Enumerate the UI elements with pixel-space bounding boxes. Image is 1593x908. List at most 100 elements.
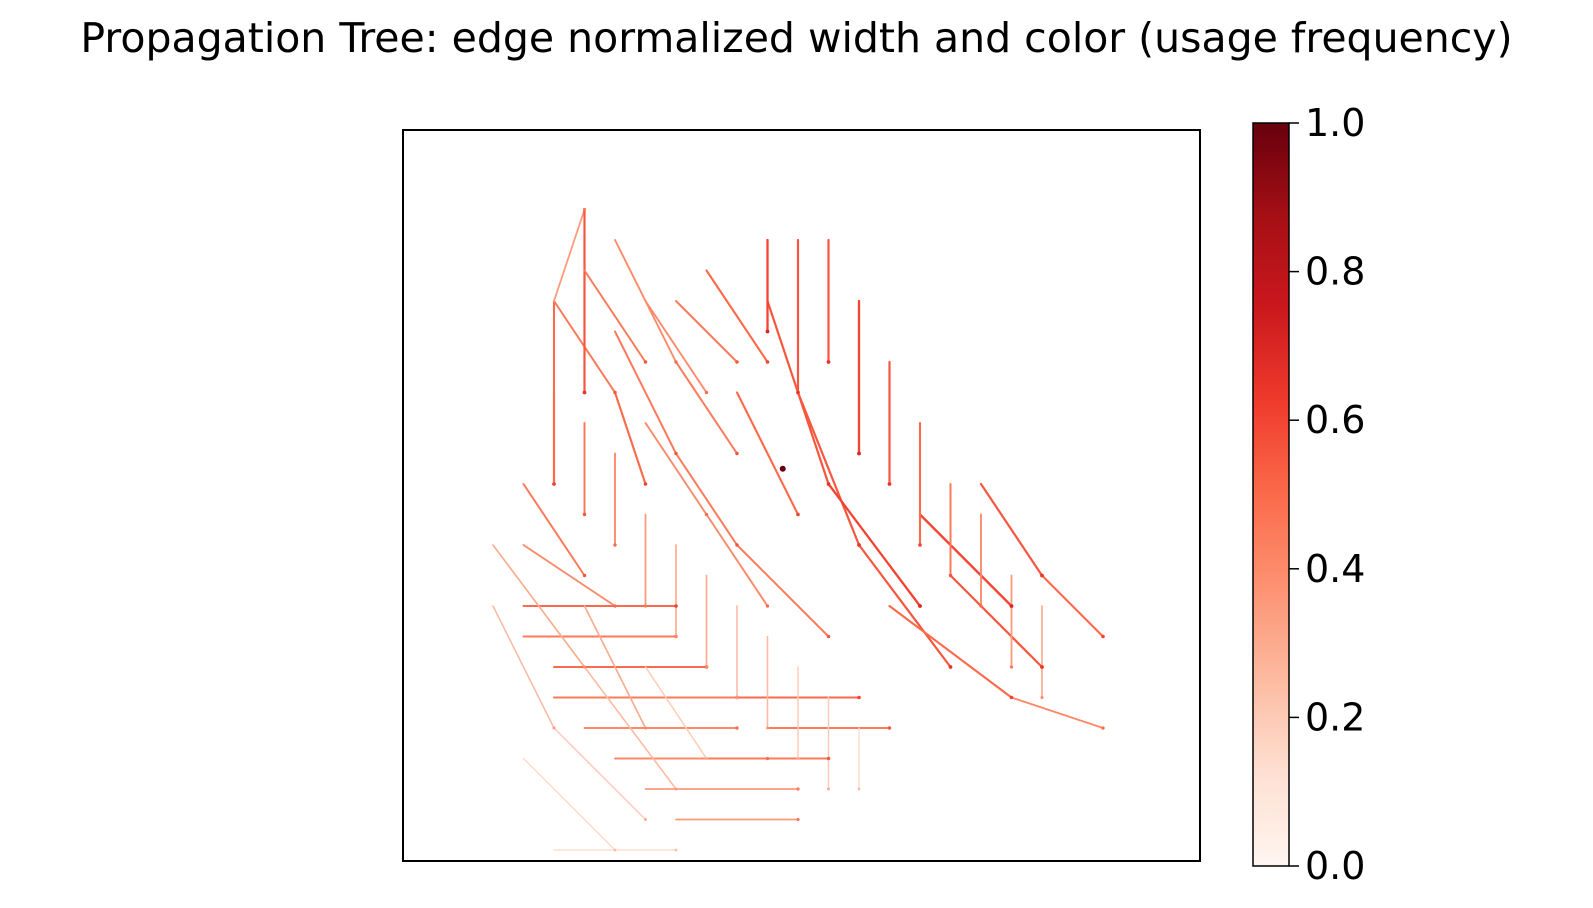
edge-node-23 xyxy=(1101,726,1105,730)
edge-46 xyxy=(644,300,708,394)
edge-node-11 xyxy=(765,604,770,608)
edge-node-7 xyxy=(643,482,648,486)
edge-44 xyxy=(705,269,769,364)
edge-node-38 xyxy=(552,726,556,730)
edge-16 xyxy=(827,482,922,608)
edge-37 xyxy=(492,544,586,668)
edge-node-40 xyxy=(674,787,678,791)
edge-node-1 xyxy=(613,390,617,395)
edge-node-35 xyxy=(613,604,617,608)
edge-node-67 xyxy=(613,848,617,852)
edge-node-34 xyxy=(796,817,800,822)
edge-10 xyxy=(675,452,738,546)
edge-41 xyxy=(644,666,708,760)
edge-node-55 xyxy=(552,482,556,486)
edge-node-65 xyxy=(857,787,861,791)
edge-node-43 xyxy=(796,390,800,395)
edge-node-56 xyxy=(582,512,587,517)
edge-node-36 xyxy=(582,573,587,578)
edge-node-66 xyxy=(644,818,647,821)
edge-node-47 xyxy=(826,360,831,364)
edge-node-63 xyxy=(796,757,800,760)
edge-node-3 xyxy=(582,390,587,395)
edge-node-64 xyxy=(827,787,830,791)
edge-node-41 xyxy=(705,757,708,760)
edge-node-17 xyxy=(948,665,953,669)
edge-15 xyxy=(796,391,861,547)
edge-node-46 xyxy=(704,390,709,395)
edge-node-13 xyxy=(826,634,831,639)
edge-node-18 xyxy=(1009,695,1014,700)
edge-node-19 xyxy=(1009,604,1014,608)
edge-node-54 xyxy=(1040,695,1044,700)
colorbar-tick-label-1: 0.2 xyxy=(1305,695,1365,739)
colorbar-tick-label-3: 0.6 xyxy=(1305,398,1365,442)
edge-18 xyxy=(888,604,1013,699)
edge-node-44 xyxy=(765,360,770,364)
plot-area xyxy=(402,129,1201,862)
edge-node-37 xyxy=(582,665,587,669)
edge-node-53 xyxy=(1009,665,1014,669)
colorbar xyxy=(1252,122,1290,867)
edge-9 xyxy=(675,361,738,455)
edge-node-24 xyxy=(674,604,678,608)
edge-node-6 xyxy=(674,360,678,364)
edge-node-39 xyxy=(643,726,648,730)
edge-8 xyxy=(644,422,708,516)
edge-node-10 xyxy=(735,543,739,547)
edge-12 xyxy=(735,391,800,516)
edge-21 xyxy=(979,482,1044,577)
edge-node-51 xyxy=(948,573,953,578)
edge-node-15 xyxy=(857,543,861,547)
edge-node-42 xyxy=(765,329,770,334)
edge-node-49 xyxy=(887,482,892,486)
colorbar-ticks: 0.0 0.2 0.4 0.6 0.8 1.0 xyxy=(1289,101,1365,888)
edge-node-48 xyxy=(857,451,861,456)
edge-67 xyxy=(522,757,616,851)
edge-node-14 xyxy=(826,482,831,486)
node-points xyxy=(552,207,1105,852)
edge-node-59 xyxy=(674,634,678,639)
source-node xyxy=(779,465,786,472)
edge-node-32 xyxy=(826,756,831,761)
edge-node-30 xyxy=(796,787,800,791)
edge-5 xyxy=(614,330,677,455)
edge-node-57 xyxy=(613,543,617,547)
edge-node-2 xyxy=(582,207,587,212)
edge-39 xyxy=(583,605,647,729)
edge-node-29 xyxy=(765,756,770,761)
edge-node-5 xyxy=(674,451,678,456)
edge-node-12 xyxy=(796,512,800,517)
edge-66 xyxy=(553,727,647,821)
edge-node-58 xyxy=(643,604,648,608)
edge-38 xyxy=(492,605,555,729)
edge-node-45 xyxy=(735,360,739,364)
edge-40 xyxy=(583,666,677,790)
edge-node-60 xyxy=(704,665,709,669)
edge-node-52 xyxy=(979,604,983,608)
edge-4 xyxy=(583,269,647,363)
edge-11 xyxy=(705,513,769,607)
colorbar-tick-label-0: 0.0 xyxy=(1305,844,1365,888)
edge-45 xyxy=(675,300,738,363)
colorbar-tick-label-5: 1.0 xyxy=(1305,101,1365,145)
edge-node-33 xyxy=(887,726,892,730)
edge-17 xyxy=(857,543,952,669)
edge-2 xyxy=(553,208,586,302)
edge-node-61 xyxy=(735,696,739,699)
edge-7 xyxy=(613,391,647,486)
edge-node-16 xyxy=(918,604,922,608)
edge-node-50 xyxy=(918,543,922,547)
edge-node-8 xyxy=(704,512,709,517)
edge-node-22 xyxy=(1101,634,1105,639)
edge-20 xyxy=(949,574,1044,669)
edge-node-20 xyxy=(1040,665,1044,669)
colorbar-tick-label-4: 0.8 xyxy=(1305,250,1365,294)
edge-36 xyxy=(522,483,586,577)
edge-23 xyxy=(1010,696,1104,729)
chart-title: Propagation Tree: edge normalized width … xyxy=(80,14,1513,62)
edge-35 xyxy=(522,544,616,607)
edge-19 xyxy=(918,513,1013,608)
edge-node-31 xyxy=(857,695,861,700)
